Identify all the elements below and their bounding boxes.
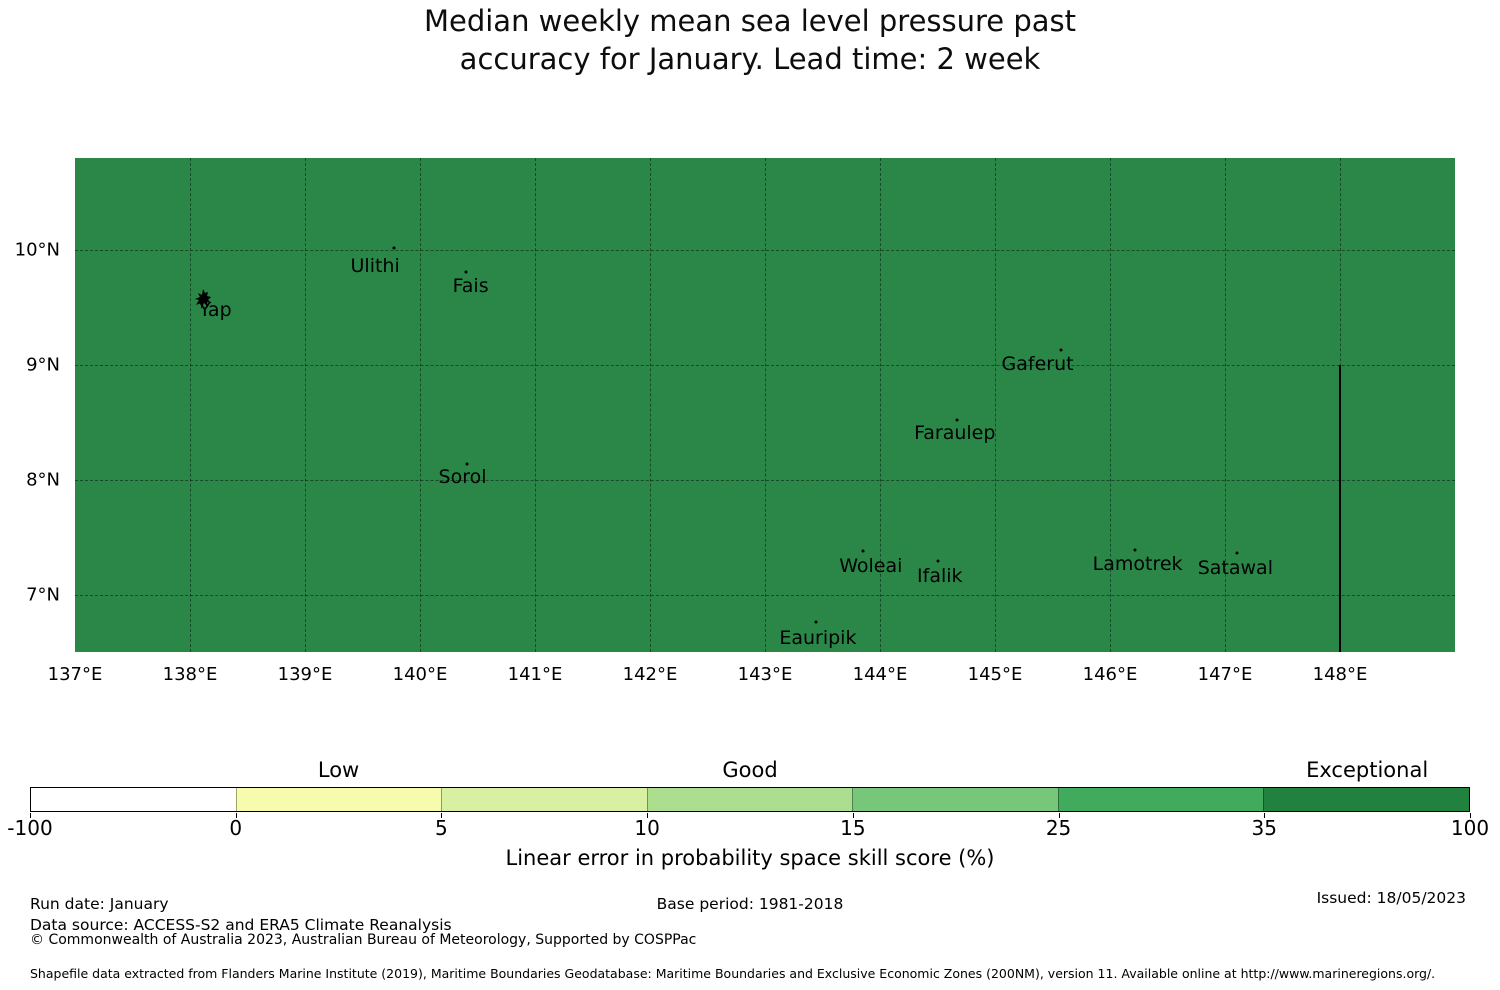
x-axis-tick-label: 143°E <box>737 664 793 685</box>
colorbar-segment <box>235 788 442 811</box>
y-axis-tick-label: 9°N <box>26 354 60 376</box>
chart-title-line1: Median weekly mean sea level pressure pa… <box>423 4 1077 38</box>
colorbar-tick-mark <box>852 813 854 818</box>
island-label: Ifalik <box>917 565 963 588</box>
gridline-vertical <box>650 158 651 652</box>
y-axis-tick-label: 8°N <box>26 469 60 491</box>
colorbar-tick-label: 10 <box>634 816 660 840</box>
island-marker-dot <box>936 559 939 563</box>
gridline-horizontal <box>75 594 1455 596</box>
gridline-horizontal <box>75 364 1455 366</box>
colorbar-segment <box>646 788 853 811</box>
gridline-vertical <box>420 158 421 652</box>
data-source-text: Data source: ACCESS-S2 and ERA5 Climate … <box>30 916 452 934</box>
gridline-horizontal <box>75 249 1455 251</box>
colorbar-tick-mark <box>1470 813 1471 818</box>
island-marker-dot <box>861 549 865 553</box>
colorbar-category-label: Good <box>722 758 778 782</box>
colorbar-segment <box>31 788 236 811</box>
gridline-vertical <box>305 158 306 652</box>
x-axis-tick-label: 148°E <box>1312 664 1368 685</box>
gridline-vertical <box>535 158 536 652</box>
yap-island-shape <box>194 288 217 315</box>
colorbar-tick-mark <box>235 813 237 818</box>
island-label: Eauripik <box>779 627 857 650</box>
colorbar-segment <box>852 788 1058 811</box>
island-marker-dot <box>465 462 469 466</box>
issued-date-text: Issued: 18/05/2023 <box>1316 889 1466 907</box>
island-marker-dot <box>464 270 468 274</box>
gridline-vertical <box>190 158 191 652</box>
colorbar-tick-mark <box>1058 813 1060 818</box>
colorbar-tick-mark <box>30 813 31 818</box>
island-marker-dot <box>1133 548 1137 552</box>
x-axis-tick-label: 138°E <box>162 664 218 685</box>
x-axis-tick-label: 137°E <box>47 664 103 685</box>
island-label: Yap <box>198 298 232 321</box>
y-axis-tick-label: 10°N <box>14 239 60 261</box>
gridline-vertical <box>765 158 766 652</box>
colorbar-segment <box>1263 788 1470 811</box>
island-label: Gaferut <box>1001 352 1074 375</box>
chart-title: Median weekly mean sea level pressure pa… <box>0 2 1500 78</box>
colorbar-tick-label: 25 <box>1045 816 1072 840</box>
chart-title-line2: accuracy for January. Lead time: 2 week <box>459 42 1041 76</box>
colorbar-segment <box>1057 788 1264 811</box>
colorbar-tick-label: 5 <box>435 816 448 840</box>
x-axis-tick-label: 144°E <box>852 664 908 685</box>
gridline-vertical <box>1110 158 1111 652</box>
island-marker-dot <box>1059 348 1063 352</box>
island-marker-dot <box>955 418 959 422</box>
x-axis-tick-label: 141°E <box>507 664 563 685</box>
island-label: Fais <box>452 274 489 297</box>
gridline-vertical <box>880 158 881 652</box>
colorbar-tick-label: 35 <box>1251 816 1278 840</box>
colorbar-tick-mark <box>1264 813 1266 818</box>
island-marker-dot <box>814 620 818 624</box>
shapefile-attribution-text: Shapefile data extracted from Flanders M… <box>30 966 1436 981</box>
x-axis-tick-label: 145°E <box>967 664 1023 685</box>
base-period-text: Base period: 1981-2018 <box>656 895 844 913</box>
colorbar-tick-label: 100 <box>1450 816 1490 840</box>
y-axis-tick-label: 7°N <box>26 584 60 606</box>
x-axis-tick-label: 142°E <box>622 664 678 685</box>
colorbar-tick-mark <box>441 813 443 818</box>
colorbar-tick-label: 0 <box>229 816 243 840</box>
colorbar-category-label: Low <box>317 758 360 782</box>
colorbar-category-label: Exceptional <box>1306 758 1429 782</box>
island-label: Ulithi <box>350 254 400 277</box>
colorbar-tick-label: -100 <box>7 816 53 840</box>
eez-boundary-line <box>1339 364 1341 652</box>
x-axis-tick-label: 147°E <box>1197 664 1253 685</box>
x-axis-tick-label: 139°E <box>277 664 333 685</box>
island-label: Satawal <box>1197 557 1273 580</box>
island-marker-dot <box>1235 551 1238 555</box>
gridline-vertical <box>995 158 996 652</box>
colorbar-segment <box>441 788 647 811</box>
island-label: Sorol <box>438 466 487 489</box>
copyright-text: © Commonwealth of Australia 2023, Austra… <box>30 932 697 948</box>
colorbar-tick-mark <box>647 813 649 818</box>
island-label: Woleai <box>839 554 903 577</box>
run-date-text: Run date: January <box>30 895 169 913</box>
map-plot-area: Yap Ulithi Fais Sorol Gaferut Faraulep Woleai I… <box>75 158 1455 652</box>
gridline-horizontal <box>75 479 1455 481</box>
island-marker-dot <box>392 246 396 250</box>
colorbar-axis-label: Linear error in probability space skill … <box>505 846 995 870</box>
x-axis-tick-label: 146°E <box>1082 664 1138 685</box>
island-label: Faraulep <box>914 421 996 444</box>
gridline-vertical <box>1225 158 1226 652</box>
colorbar <box>30 787 1470 812</box>
island-label: Lamotrek <box>1092 552 1183 575</box>
colorbar-tick-label: 15 <box>840 816 866 840</box>
x-axis-tick-label: 140°E <box>392 664 448 685</box>
